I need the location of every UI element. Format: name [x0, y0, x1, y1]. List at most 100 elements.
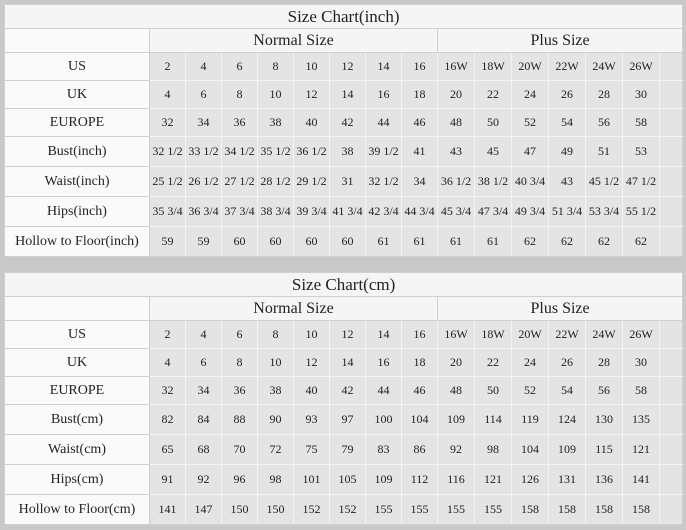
table-row: EUROPE 32 34 36 38 40 42 44 46 48 50 52 54 56 58 [4, 108, 684, 137]
table-title-row: Size Chart(cm) [4, 272, 683, 297]
size-value-cell: 158 [511, 494, 549, 525]
size-value-cell: 35 1/2 [257, 136, 294, 167]
size-value-cell: 33 1/2 [185, 136, 222, 167]
column-group-row: Normal Size Plus Size [4, 28, 684, 53]
size-value-cell: 31 [329, 166, 366, 197]
filler-cell [659, 196, 684, 227]
size-value-cell: 152 [329, 494, 366, 525]
size-value-cell: 158 [622, 494, 660, 525]
size-value-cell: 70 [221, 434, 258, 465]
size-value-cell: 10 [293, 52, 330, 81]
table-row: EUROPE 32 34 36 38 40 42 44 46 48 50 52 54 56 58 [4, 376, 684, 405]
row-label: US [4, 52, 150, 81]
size-value-cell: 12 [293, 348, 330, 377]
size-value-cell: 16W [437, 52, 475, 81]
table-title: Size Chart(cm) [4, 272, 683, 297]
size-value-cell: 45 [474, 136, 512, 167]
size-value-cell: 8 [221, 80, 258, 109]
size-value-cell: 36 [221, 376, 258, 405]
size-value-cell: 48 [437, 108, 475, 137]
filler-cell [659, 320, 684, 349]
size-value-cell: 155 [365, 494, 402, 525]
row-label: US [4, 320, 150, 349]
size-value-cell: 155 [437, 494, 475, 525]
size-value-cell: 72 [257, 434, 294, 465]
size-value-cell: 88 [221, 404, 258, 435]
size-value-cell: 12 [329, 52, 366, 81]
size-value-cell: 135 [622, 404, 660, 435]
row-label: Bust(cm) [4, 404, 150, 435]
size-value-cell: 54 [548, 108, 586, 137]
size-value-cell: 6 [185, 348, 222, 377]
size-value-cell: 141 [622, 464, 660, 495]
table-row: US 2 4 6 8 10 12 14 16 16W 18W 20W 22W 24W 26W [4, 320, 684, 349]
size-value-cell: 109 [437, 404, 475, 435]
size-value-cell: 61 [401, 226, 438, 257]
size-value-cell: 51 3/4 [548, 196, 586, 227]
size-value-cell: 10 [257, 348, 294, 377]
size-value-cell: 155 [401, 494, 438, 525]
plus-size-header: Plus Size [437, 296, 684, 321]
size-value-cell: 6 [221, 52, 258, 81]
size-value-cell: 42 [329, 376, 366, 405]
size-value-cell: 34 [401, 166, 438, 197]
size-value-cell: 65 [149, 434, 186, 465]
size-value-cell: 38 [257, 376, 294, 405]
size-value-cell: 44 3/4 [401, 196, 438, 227]
row-label: Waist(cm) [4, 434, 150, 465]
size-value-cell: 10 [293, 320, 330, 349]
corner-blank-cell [4, 28, 150, 53]
size-value-cell: 22W [548, 52, 586, 81]
size-value-cell: 105 [329, 464, 366, 495]
size-value-cell: 150 [221, 494, 258, 525]
size-value-cell: 52 [511, 108, 549, 137]
size-value-cell: 10 [257, 80, 294, 109]
filler-cell [659, 226, 684, 257]
filler-cell [659, 80, 684, 109]
size-value-cell: 62 [585, 226, 623, 257]
size-value-cell: 51 [585, 136, 623, 167]
size-value-cell: 60 [293, 226, 330, 257]
size-value-cell: 150 [257, 494, 294, 525]
filler-cell [659, 166, 684, 197]
size-value-cell: 136 [585, 464, 623, 495]
size-value-cell: 47 3/4 [474, 196, 512, 227]
size-value-cell: 96 [221, 464, 258, 495]
size-rows-cm: US 2 4 6 8 10 12 14 16 16W 18W 20W 22W 24W 26W UK 4 6 8 10 1… [4, 320, 684, 525]
size-value-cell: 2 [149, 320, 186, 349]
filler-cell [659, 52, 684, 81]
size-value-cell: 28 [585, 80, 623, 109]
table-row: Hollow to Floor(cm) 141 147 150 150 152 152 155… [4, 494, 684, 525]
size-value-cell: 56 [585, 376, 623, 405]
size-value-cell: 16 [365, 348, 402, 377]
size-value-cell: 91 [149, 464, 186, 495]
row-label: EUROPE [4, 376, 150, 405]
size-value-cell: 38 3/4 [257, 196, 294, 227]
table-title-row: Size Chart(inch) [4, 4, 683, 29]
size-value-cell: 18W [474, 52, 512, 81]
size-value-cell: 22W [548, 320, 586, 349]
size-value-cell: 141 [149, 494, 186, 525]
size-value-cell: 59 [185, 226, 222, 257]
row-label: UK [4, 80, 150, 109]
size-value-cell: 48 [437, 376, 475, 405]
size-value-cell: 119 [511, 404, 549, 435]
size-value-cell: 12 [329, 320, 366, 349]
column-group-row: Normal Size Plus Size [4, 296, 684, 321]
size-value-cell: 52 [511, 376, 549, 405]
row-label: Hips(inch) [4, 196, 150, 227]
size-value-cell: 16 [401, 52, 438, 81]
size-value-cell: 109 [548, 434, 586, 465]
size-value-cell: 155 [474, 494, 512, 525]
size-value-cell: 36 1/2 [293, 136, 330, 167]
size-value-cell: 62 [622, 226, 660, 257]
size-value-cell: 20W [511, 320, 549, 349]
size-value-cell: 12 [293, 80, 330, 109]
size-value-cell: 4 [185, 52, 222, 81]
size-value-cell: 60 [221, 226, 258, 257]
size-value-cell: 58 [622, 108, 660, 137]
row-label: EUROPE [4, 108, 150, 137]
size-value-cell: 61 [437, 226, 475, 257]
table-row: Bust(inch) 32 1/2 33 1/2 34 1/2 35 1/2 36 1/2… [4, 136, 684, 167]
size-value-cell: 35 3/4 [149, 196, 186, 227]
